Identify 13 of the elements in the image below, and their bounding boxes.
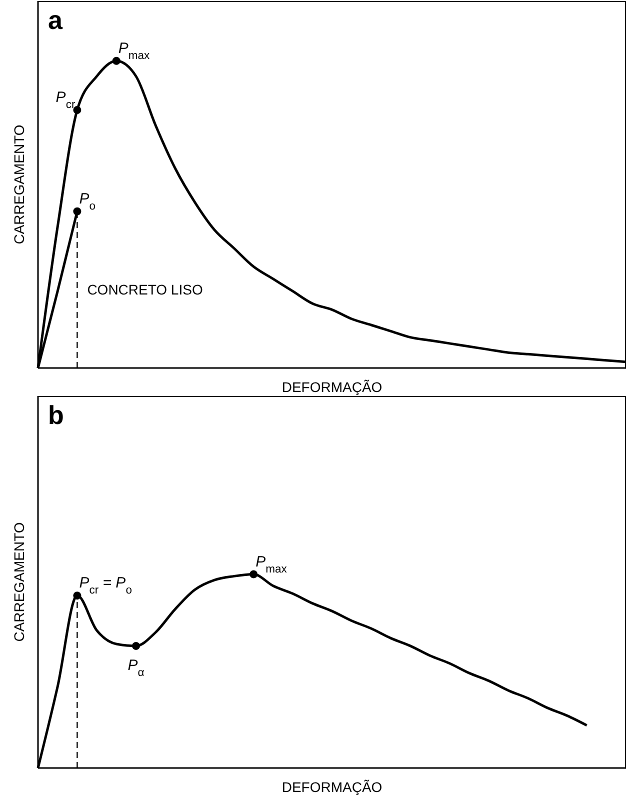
chart-title: a xyxy=(48,5,62,36)
annotation: P$_{cr}$ = P$_{o}$ xyxy=(79,574,132,597)
chart-title: b xyxy=(48,400,64,431)
annotation: P$_{max}$ xyxy=(118,40,150,62)
x-axis-title: DEFORMAÇÃO xyxy=(282,379,382,395)
annotation: P$_{α}$ xyxy=(128,656,145,679)
annotation: P$_{cr}$ xyxy=(56,89,76,112)
y-axis-title: CARREGAMENTO xyxy=(10,124,27,244)
annotation: P$_{o}$ xyxy=(79,190,96,212)
x-axis-title: DEFORMAÇÃO xyxy=(282,779,382,795)
series-label: CONCRETO LISO xyxy=(87,282,203,298)
y-axis-title: CARREGAMENTO xyxy=(10,522,27,642)
annotation: P$_{max}$ xyxy=(256,553,288,576)
